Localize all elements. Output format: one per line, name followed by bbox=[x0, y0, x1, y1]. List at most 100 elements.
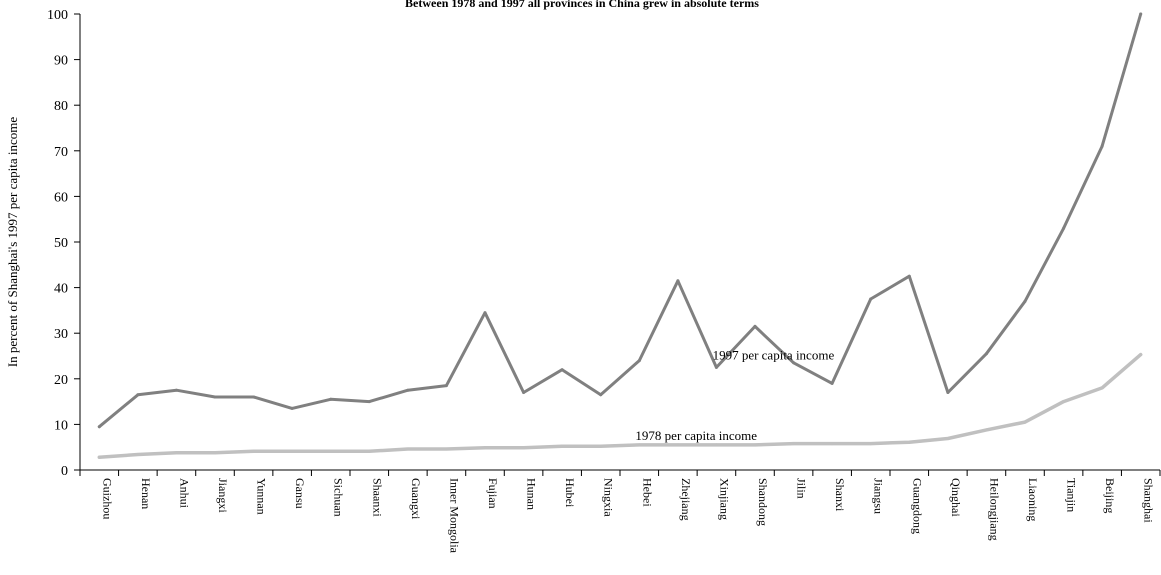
data-point bbox=[252, 395, 256, 399]
data-point bbox=[946, 437, 950, 440]
x-tick-label: Hunan bbox=[525, 478, 539, 510]
data-point bbox=[637, 359, 641, 363]
y-tick-label: 10 bbox=[54, 418, 68, 433]
data-point bbox=[174, 451, 178, 455]
data-point bbox=[599, 393, 603, 397]
y-tick-label: 70 bbox=[54, 145, 68, 160]
x-tick-label: Yunnan bbox=[255, 478, 269, 515]
data-point bbox=[637, 443, 641, 447]
x-tick-label: Guizhou bbox=[100, 478, 114, 519]
data-point bbox=[599, 444, 603, 448]
y-tick-label: 60 bbox=[54, 190, 68, 205]
x-tick-label: Beijing bbox=[1103, 478, 1117, 513]
data-point bbox=[676, 279, 680, 283]
data-point bbox=[367, 400, 371, 404]
data-point bbox=[1062, 400, 1066, 404]
x-tick-label: Jilin bbox=[795, 478, 809, 499]
x-tick-label: Sichuan bbox=[332, 478, 346, 517]
data-point bbox=[1100, 386, 1104, 390]
data-point bbox=[946, 391, 950, 394]
x-tick-label: Tianjin bbox=[1065, 478, 1079, 512]
data-point bbox=[136, 453, 140, 456]
data-point bbox=[329, 449, 333, 453]
data-point bbox=[1023, 420, 1027, 424]
y-tick-label: 80 bbox=[54, 99, 68, 114]
data-point bbox=[406, 388, 410, 392]
data-point bbox=[907, 274, 911, 278]
x-tick-label: Hubei bbox=[563, 478, 577, 508]
data-point bbox=[522, 391, 526, 394]
data-point bbox=[984, 352, 988, 356]
data-point bbox=[676, 443, 680, 447]
y-tick-label: 0 bbox=[61, 464, 68, 479]
x-tick-label: Inner Mongolia bbox=[447, 478, 461, 554]
data-point bbox=[329, 397, 333, 401]
series-label: 1978 per capita income bbox=[635, 428, 757, 443]
data-point bbox=[444, 384, 448, 388]
data-point bbox=[1139, 353, 1143, 357]
x-tick-label: Hebei bbox=[640, 478, 654, 507]
data-point bbox=[560, 368, 564, 372]
x-tick-label: Jiangsu bbox=[872, 478, 886, 514]
data-point bbox=[367, 449, 371, 453]
series-labels: 1997 per capita income 1978 per capita in… bbox=[635, 347, 834, 443]
data-point bbox=[1100, 144, 1104, 148]
series-line-2 bbox=[97, 352, 1143, 459]
data-point bbox=[869, 297, 873, 301]
data-point bbox=[560, 444, 564, 448]
series-label: 1997 per capita income bbox=[713, 347, 835, 362]
y-tick-label: 30 bbox=[54, 327, 68, 342]
y-tick-label: 40 bbox=[54, 282, 68, 297]
data-point bbox=[97, 425, 101, 429]
axes bbox=[79, 14, 1160, 471]
x-axis: Guizhou Henan Anhui Jiangxi Yunnan Gansu Sichu… bbox=[79, 470, 1161, 554]
data-point bbox=[714, 443, 718, 447]
x-tick-label: Gansu bbox=[293, 478, 307, 509]
data-point bbox=[830, 442, 834, 446]
series-lines bbox=[97, 12, 1143, 459]
data-point bbox=[483, 311, 487, 315]
data-point bbox=[290, 406, 294, 410]
data-point bbox=[1023, 299, 1027, 303]
data-point bbox=[136, 393, 140, 397]
y-axis: 0 10 20 30 40 50 60 70 80 90 100 bbox=[47, 8, 80, 479]
x-tick-label: Xinjiang bbox=[717, 478, 731, 520]
x-tick-label: Shandong bbox=[756, 478, 770, 526]
data-point bbox=[483, 446, 487, 450]
data-point bbox=[174, 388, 178, 392]
y-axis-label: In percent of Shanghai's 1997 per capita… bbox=[5, 117, 20, 368]
y-tick-label: 100 bbox=[47, 8, 68, 23]
y-tick-label: 90 bbox=[54, 54, 68, 69]
data-point bbox=[753, 443, 757, 447]
x-tick-label: Fujian bbox=[486, 478, 500, 509]
data-point bbox=[1062, 226, 1066, 230]
data-point bbox=[290, 449, 294, 453]
data-point bbox=[444, 447, 448, 451]
data-point bbox=[406, 447, 410, 451]
x-tick-label: Guangxi bbox=[409, 478, 423, 520]
x-tick-label: Shanxi bbox=[833, 478, 847, 512]
x-tick-label: Zhejiang bbox=[679, 478, 693, 521]
data-point bbox=[252, 449, 256, 453]
data-point bbox=[213, 395, 217, 399]
x-tick-label: Ningxia bbox=[602, 478, 616, 517]
data-point bbox=[984, 428, 988, 432]
data-point bbox=[522, 446, 526, 450]
data-point bbox=[792, 442, 796, 446]
data-point bbox=[869, 442, 873, 446]
data-point bbox=[907, 440, 911, 444]
x-tick-label: Liaoning bbox=[1026, 478, 1040, 521]
x-tick-label: Heilongjiang bbox=[987, 478, 1001, 541]
x-tick-label: Jiangxi bbox=[216, 478, 230, 513]
data-point bbox=[753, 324, 757, 328]
series-line-1 bbox=[97, 12, 1143, 429]
x-tick-label: Shaanxi bbox=[370, 478, 384, 517]
data-point bbox=[714, 365, 718, 369]
chart-title: Between 1978 and 1997 all provinces in C… bbox=[405, 0, 759, 10]
y-tick-label: 50 bbox=[54, 236, 68, 251]
data-point bbox=[830, 381, 834, 385]
x-tick-label: Shanghai bbox=[1142, 478, 1156, 523]
x-tick-label: Anhui bbox=[177, 478, 191, 509]
x-tick-label: Henan bbox=[139, 478, 153, 509]
